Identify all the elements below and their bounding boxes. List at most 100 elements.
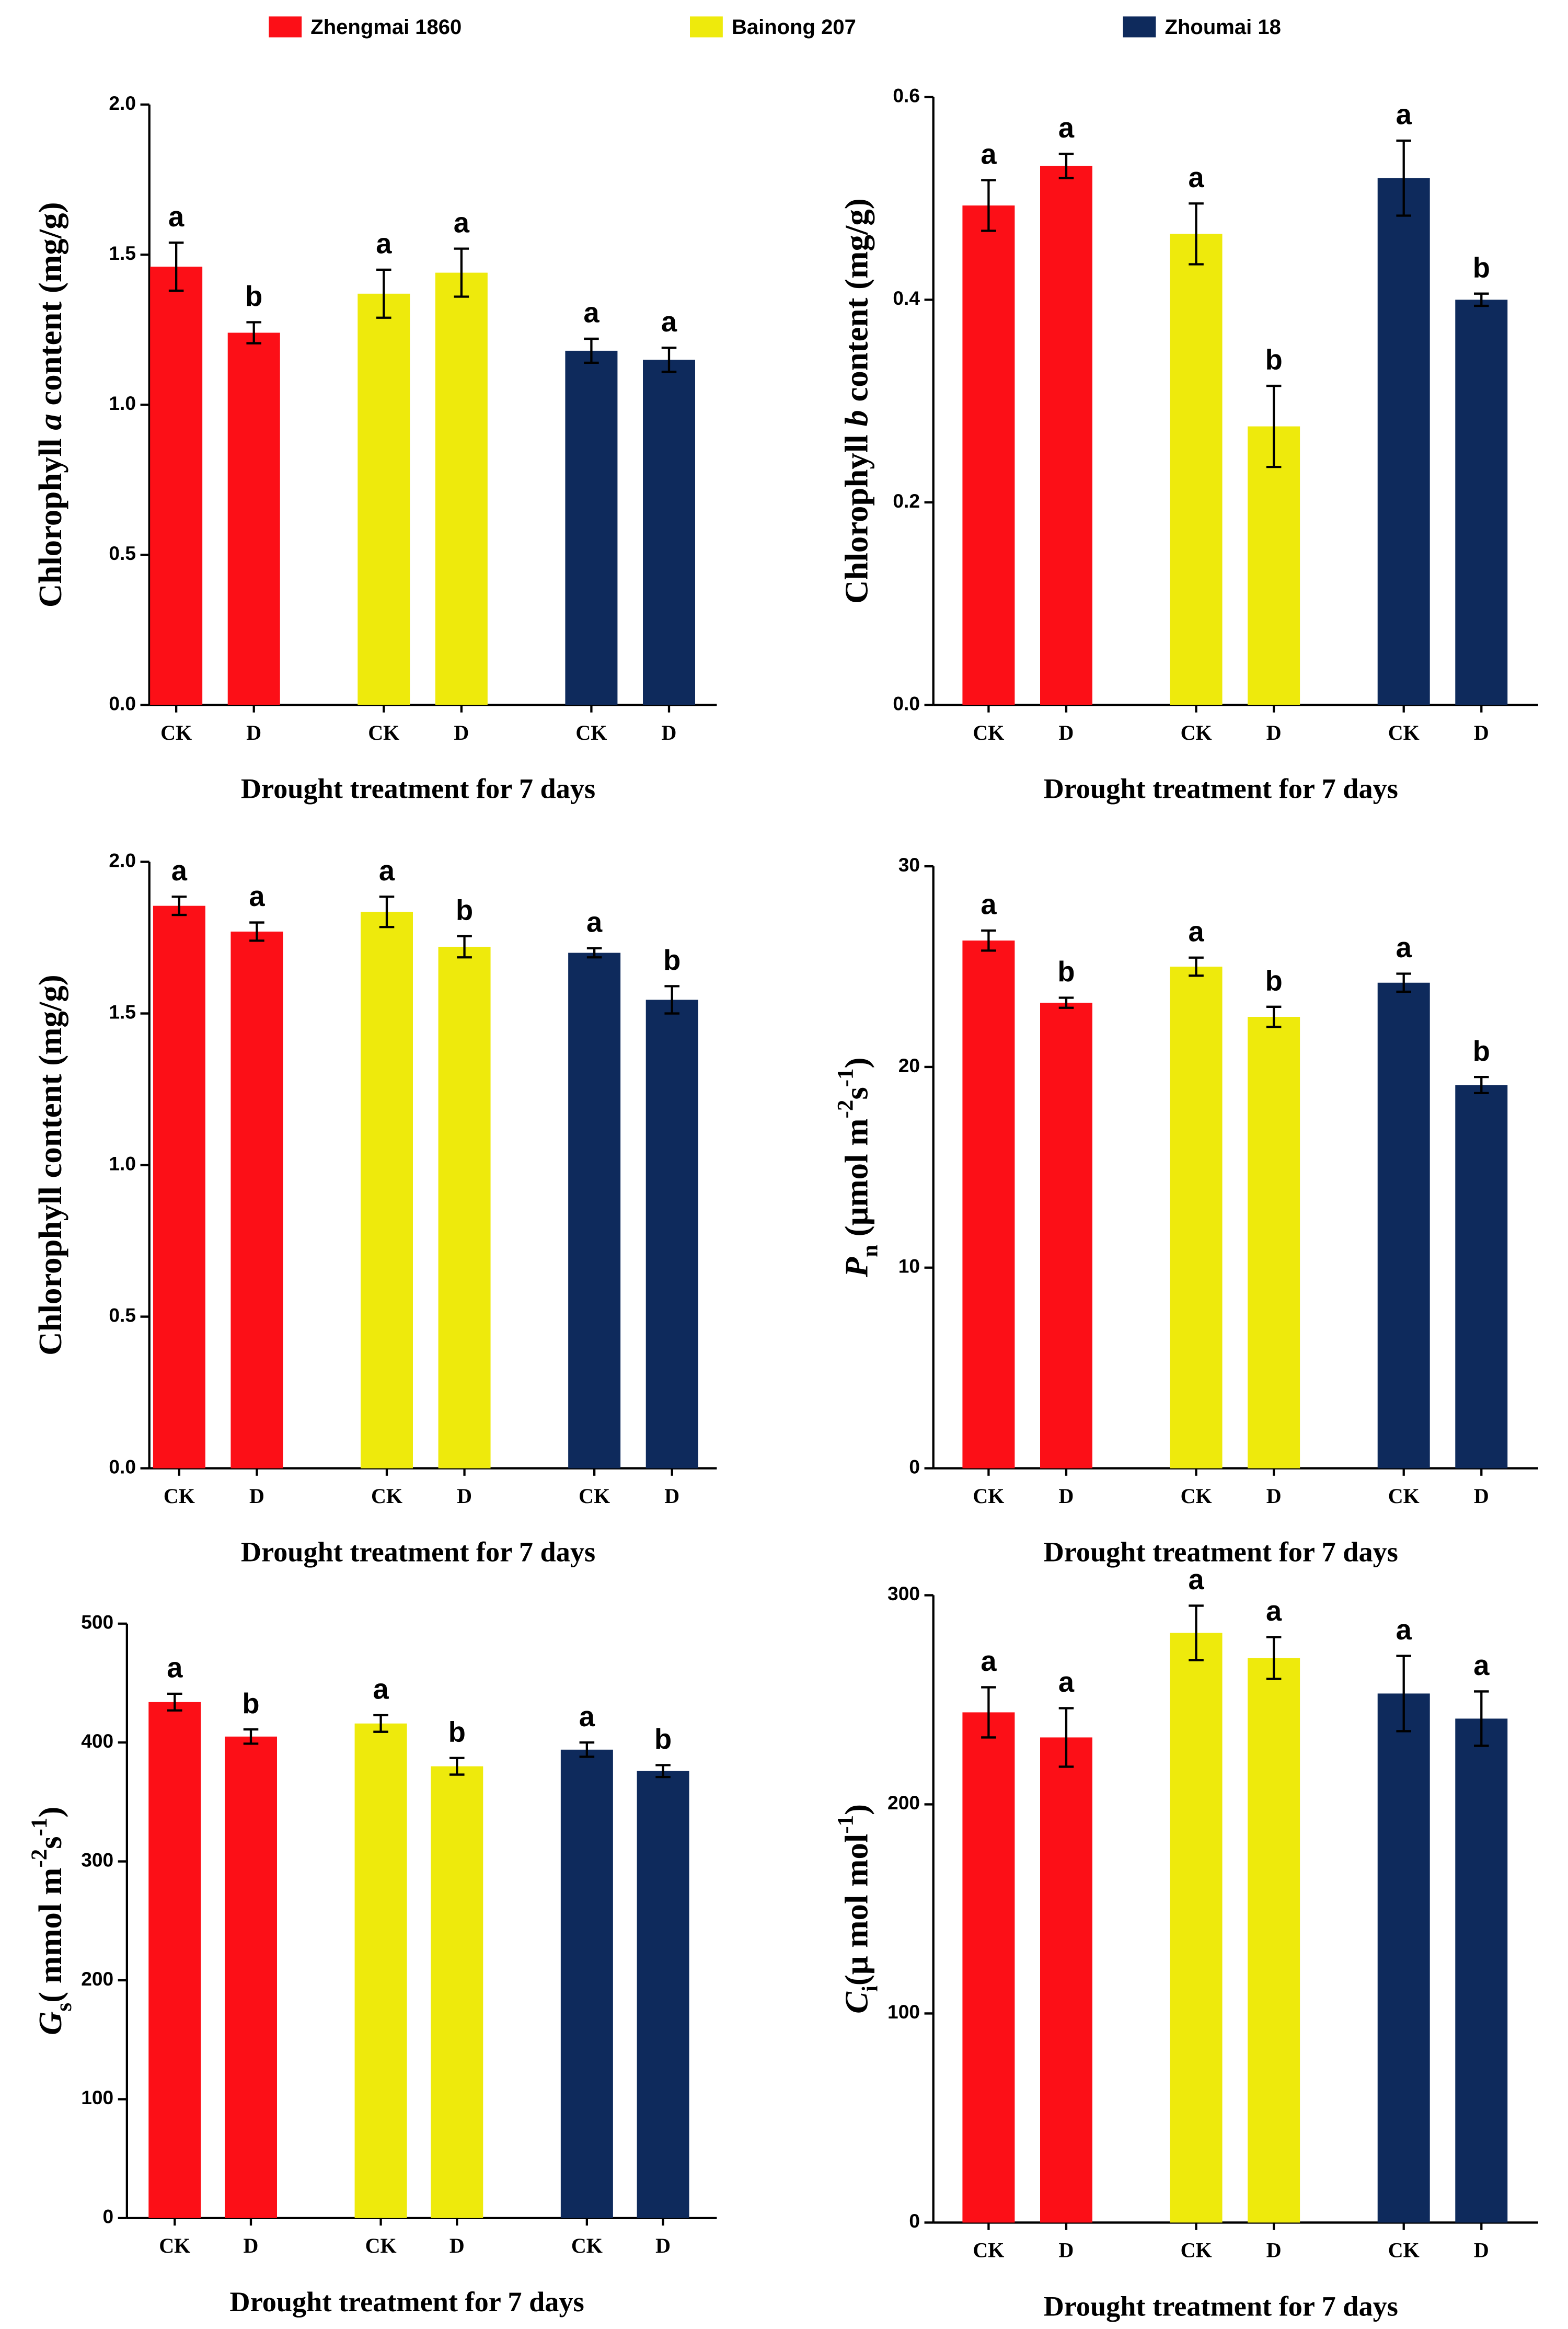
y-axis-label-part: s	[52, 2003, 76, 2012]
error-bar	[373, 1714, 388, 1733]
error-bar	[1396, 139, 1411, 217]
error-bar	[167, 1692, 182, 1712]
bar	[227, 332, 280, 705]
x-tick-label: D	[1266, 2239, 1282, 2262]
error-bar	[1474, 292, 1489, 307]
error-bar	[1266, 384, 1282, 468]
y-axis-label-part: content (mg/g)	[32, 202, 68, 414]
bar	[438, 946, 491, 1468]
y-tick-label: 30	[898, 854, 920, 876]
y-axis-label-part: (μmol m	[838, 1118, 875, 1245]
significance-letter: a	[379, 855, 395, 887]
significance-letter: a	[586, 907, 603, 938]
bar	[1455, 1085, 1508, 1468]
error-bar	[981, 179, 996, 232]
x-tick-label: D	[1059, 2239, 1074, 2262]
y-axis-label-part: )	[838, 1058, 875, 1069]
significance-letter: a	[1473, 1649, 1490, 1681]
bar	[431, 1766, 483, 2218]
x-axis-label: Drought treatment for 7 days	[1044, 773, 1398, 805]
bar	[568, 953, 621, 1468]
significance-letter: a	[1396, 99, 1412, 131]
significance-letter: b	[1265, 344, 1283, 376]
y-axis-label-part: content (mg/g)	[838, 198, 875, 410]
x-tick-label: D	[655, 2234, 671, 2257]
y-axis-label: Chlorophyll content (mg/g)	[32, 974, 68, 1356]
bar	[1377, 982, 1430, 1468]
x-axis-label: Drought treatment for 7 days	[1044, 2291, 1398, 2322]
bar	[1455, 1718, 1508, 2223]
significance-letter: b	[654, 1723, 672, 1755]
legend-label: Zhoumai 18	[1165, 16, 1281, 39]
y-tick-label: 300	[81, 1849, 113, 1871]
bar	[150, 267, 203, 705]
bar	[361, 912, 413, 1468]
y-tick-label: 1.5	[109, 1001, 136, 1023]
x-tick-label: CK	[368, 721, 399, 744]
bar	[962, 1712, 1015, 2223]
error-bar	[454, 247, 469, 298]
x-tick-label: D	[249, 1484, 264, 1508]
error-bar	[168, 242, 184, 292]
significance-letter: b	[1057, 956, 1075, 988]
bar	[1248, 1658, 1300, 2223]
y-tick-label: 100	[81, 2086, 113, 2108]
significance-letter: a	[168, 201, 185, 233]
error-bar	[586, 947, 602, 959]
y-axis-label-part: Chlorophyll content (mg/g)	[32, 974, 68, 1356]
y-tick-label: 0	[909, 2210, 920, 2232]
x-tick-label: CK	[973, 2239, 1004, 2262]
error-bar	[1474, 1076, 1489, 1094]
bar	[1040, 166, 1092, 705]
bar	[560, 1749, 613, 2218]
error-bar	[243, 1728, 259, 1745]
significance-letter: b	[1473, 251, 1490, 283]
legend-swatch	[690, 16, 723, 38]
y-tick-label: 0.2	[893, 490, 920, 512]
legend-label: Bainong 207	[732, 16, 856, 39]
significance-letter: a	[1396, 932, 1412, 963]
error-bar	[1266, 1005, 1282, 1028]
x-tick-label: CK	[1388, 1484, 1420, 1508]
error-bar	[249, 921, 264, 942]
bar	[1248, 426, 1300, 705]
x-tick-label: CK	[1181, 2239, 1212, 2262]
significance-letter: a	[171, 855, 188, 887]
y-tick-label: 20	[898, 1054, 920, 1076]
y-axis-label-part: Chlorophyll	[838, 427, 875, 604]
y-tick-label: 0.0	[109, 692, 136, 714]
y-tick-label: 2.0	[109, 92, 136, 114]
error-bar	[579, 1741, 595, 1758]
x-tick-label: D	[1474, 1484, 1489, 1508]
error-bar	[457, 935, 472, 959]
x-tick-label: D	[664, 1484, 679, 1508]
significance-letter: a	[1058, 112, 1075, 144]
x-tick-label: CK	[571, 2234, 603, 2257]
x-tick-label: D	[454, 721, 469, 744]
x-tick-label: CK	[371, 1484, 402, 1508]
significance-letter: b	[456, 894, 473, 926]
x-axis-label: Drought treatment for 7 days	[241, 1536, 595, 1568]
y-axis-label-part: -2	[834, 1100, 858, 1119]
significance-letter: a	[661, 306, 677, 338]
bar	[565, 350, 618, 705]
x-tick-label: D	[457, 1484, 472, 1508]
x-tick-label: CK	[1388, 721, 1420, 744]
error-bar	[655, 1764, 671, 1779]
y-tick-label: 1.0	[109, 1152, 136, 1174]
y-axis-label-part: s	[32, 1836, 68, 1849]
x-axis-label: Drought treatment for 7 days	[1044, 1536, 1398, 1568]
significance-letter: a	[981, 889, 997, 921]
y-axis-label-part: i	[858, 1986, 883, 1992]
error-bar	[1058, 996, 1074, 1009]
bar	[643, 360, 695, 705]
y-axis-label-part: -1	[834, 1815, 858, 1834]
y-tick-label: 1.0	[109, 392, 136, 414]
error-bar	[661, 347, 677, 373]
y-tick-label: 0.6	[893, 85, 920, 107]
significance-letter: a	[454, 206, 470, 238]
significance-letter: a	[981, 1645, 997, 1677]
significance-letter: a	[1396, 1614, 1412, 1646]
bar	[1248, 1017, 1300, 1468]
y-axis-label: Chlorophyll a content (mg/g)	[32, 202, 68, 607]
